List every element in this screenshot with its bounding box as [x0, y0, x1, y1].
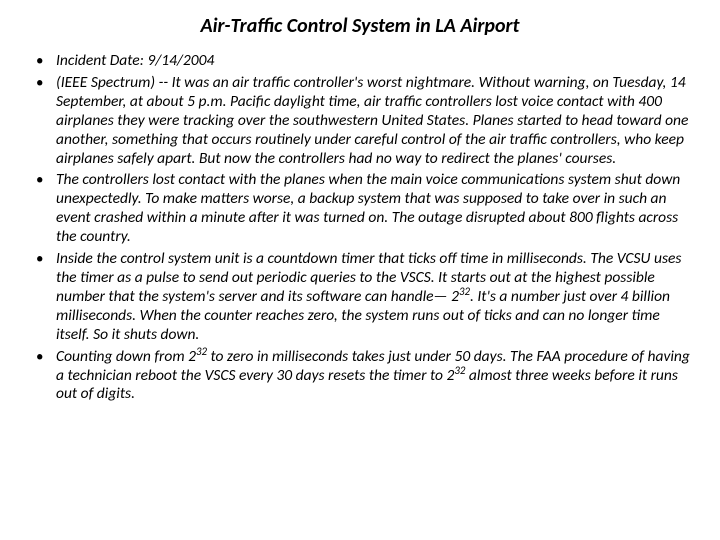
- list-item: Inside the control system unit is a coun…: [36, 250, 692, 345]
- list-item: Incident Date: 9/14/2004: [36, 52, 692, 71]
- slide: Air-Traffic Control System in LA Airport…: [0, 0, 720, 540]
- list-item: The controllers lost contact with the pl…: [36, 171, 692, 247]
- list-item: Counting down from 232 to zero in millis…: [36, 348, 692, 405]
- list-item: (IEEE Spectrum) -- It was an air traffic…: [36, 74, 692, 169]
- page-title: Air-Traffic Control System in LA Airport: [28, 14, 692, 38]
- bullet-list: Incident Date: 9/14/2004 (IEEE Spectrum)…: [28, 52, 692, 404]
